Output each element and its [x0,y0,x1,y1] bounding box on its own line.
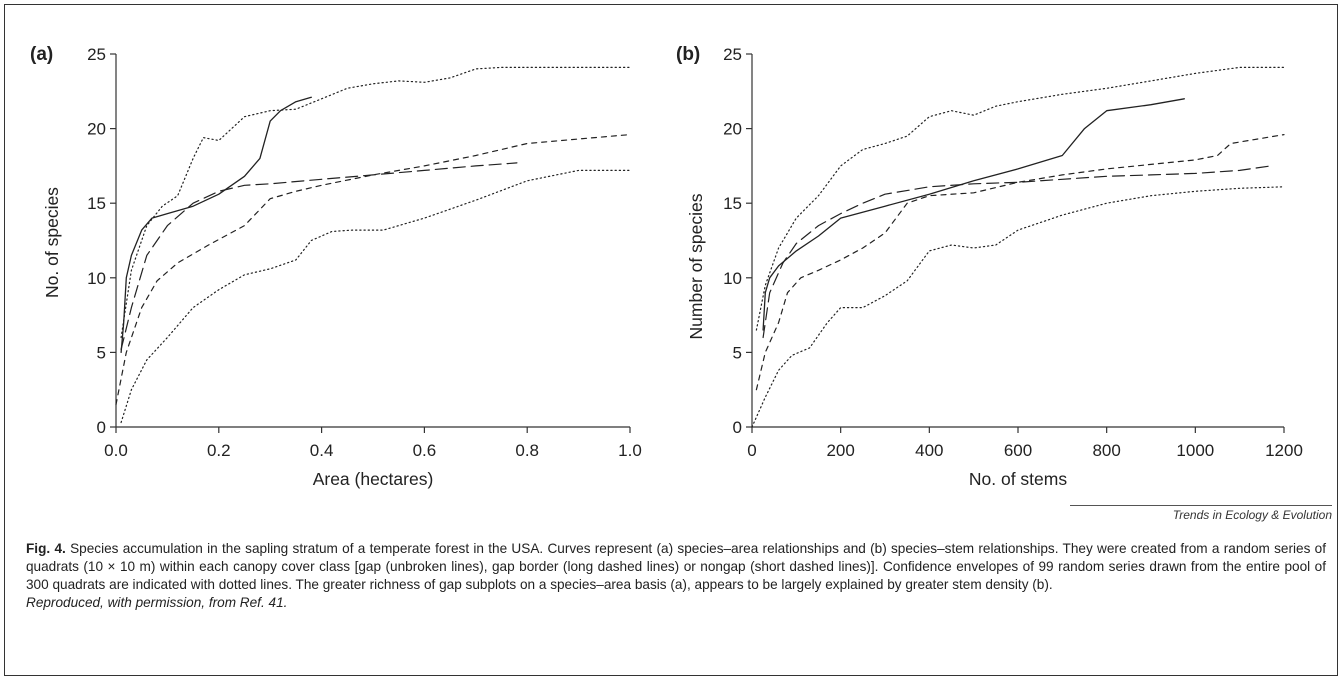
panel-b-y-tick-label: 20 [723,120,742,139]
panel-b-series-dotted-upper [755,66,1285,331]
panel-a-label: (a) [30,44,53,65]
source-rule [1070,505,1332,506]
panel-a-y-tick-label: 15 [87,194,106,213]
panel-b-y-tick-label: 10 [723,269,742,288]
panel-a-x-axis-label: Area (hectares) [313,469,434,489]
panel-a-y-tick-label: 10 [87,269,106,288]
panel-a-series-dotted-upper [120,66,631,339]
panel-b-y-tick-label: 15 [723,194,742,213]
panel-a-y-tick-label: 20 [87,120,106,139]
panel-b-y-tick-label: 0 [733,418,742,437]
panel-b-x-axis-label: No. of stems [969,469,1067,489]
panel-a-x-tick-label: 0.2 [207,441,231,460]
panel-a-x-tick-label: 0.8 [515,441,539,460]
panel-b-series-solid [762,98,1185,331]
figure-caption: Fig. 4. Species accumulation in the sapl… [26,540,1326,612]
panel-b-x-tick-label: 200 [826,441,854,460]
panel-a-series-long-dash [120,162,518,350]
panel-b-chart: 0 5 10 15 20 25 0 200 400 600 800 1000 1200 (b) No. of… [676,44,1303,489]
panel-a-y-tick-label: 25 [87,45,106,64]
panel-b-x-tick-label: 1000 [1176,441,1214,460]
caption-text: Species accumulation in the sapling stra… [26,541,1327,592]
caption-reproduction: Reproduced, with permission, from Ref. 4… [26,595,288,610]
panel-a-y-axis-label: No. of species [42,187,62,298]
panel-b-series-short-dash [755,134,1285,391]
panel-b-label: (b) [676,44,700,65]
panel-b-series-long-dash [762,165,1272,339]
panel-a-y-tick-label: 0 [97,418,106,437]
panel-b-x-tick-label: 1200 [1265,441,1303,460]
panel-a-x-tick-label: 0.4 [310,441,334,460]
panel-b-x-tick-label: 400 [915,441,943,460]
panel-b-y-axis-label: Number of species [686,193,706,339]
panel-b-x-tick-label: 800 [1092,441,1120,460]
source-attribution: Trends in Ecology & Evolution [1172,508,1332,522]
panel-b-x-tick-label: 0 [747,441,756,460]
panel-a-series-dotted-lower [120,169,631,424]
panel-a-series-solid [120,96,312,354]
caption-fig-label: Fig. 4. [26,541,66,556]
panel-b-series-dotted-lower [751,186,1285,428]
panel-b-y-tick-label: 5 [733,343,742,362]
panel-a-x-tick-label: 0.6 [413,441,437,460]
panel-b-y-tick-label: 25 [723,45,742,64]
panel-a-x-tick-label: 1.0 [618,441,642,460]
panel-a-y-tick-label: 5 [97,343,106,362]
panel-a-x-tick-label: 0.0 [104,441,128,460]
figure-frame [4,4,1338,676]
panel-a-chart: 0 5 10 15 20 25 0.0 0.2 0.4 0.6 0.8 1.0 (a) Area (hec… [30,44,642,489]
panel-b-x-tick-label: 600 [1004,441,1032,460]
